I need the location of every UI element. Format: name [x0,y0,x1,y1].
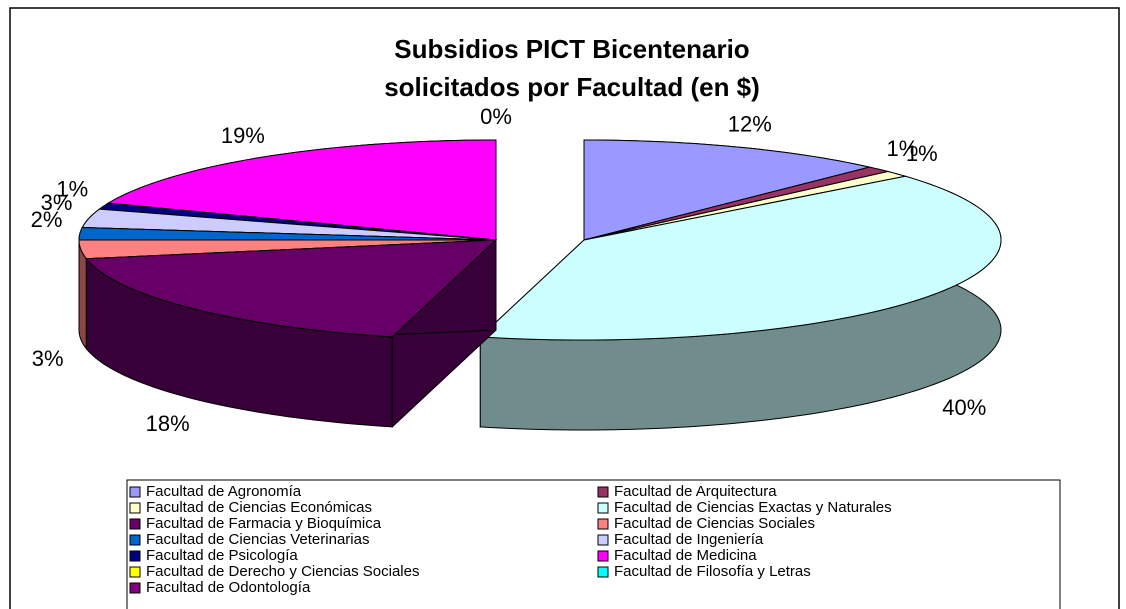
slice-top [106,139,497,241]
data-label: 19% [221,123,265,148]
legend-swatch [129,534,141,546]
legend-label: Facultad de Medicina [614,547,757,564]
legend-swatch [597,502,609,514]
slice-top [85,239,498,338]
legend-label: Facultad de Farmacia y Bioquímica [146,515,382,532]
data-label: 3% [32,346,64,371]
legend-swatch [129,566,141,578]
chart-title: solicitados por Facultad (en $) [384,72,760,102]
legend-swatch [129,486,141,498]
data-label: 2% [31,207,63,232]
legend-swatch [129,582,141,594]
slice-top [479,175,1002,341]
legend-label: Facultad de Ciencias Económicas [146,499,372,516]
legend-swatch [597,518,609,530]
slice [85,238,498,429]
legend-swatch [129,502,141,514]
legend: Facultad de Agronomía Facultad de Arquite… [129,483,892,596]
legend-swatch [597,486,609,498]
legend-label: Facultad de Ciencias Exactas y Naturales [614,499,892,516]
legend-swatch [597,550,609,562]
legend-label: Facultad de Ingeniería [614,531,764,548]
data-label: 1% [887,136,919,161]
data-label: 40% [942,395,986,420]
legend-label: Facultad de Filosofía y Letras [614,563,811,580]
slice-top [81,208,497,241]
legend-swatch [597,566,609,578]
legend-label: Facultad de Ciencias Sociales [614,515,815,532]
legend-swatch [597,534,609,546]
data-label: 3% [41,190,73,215]
legend-label: Facultad de Ciencias Veterinarias [146,531,369,548]
legend-swatch [129,518,141,530]
slice-top [583,139,870,241]
legend-label: Facultad de Psicología [146,547,298,564]
data-label: 0% [480,104,512,129]
slice-top [78,226,497,241]
legend-label: Facultad de Agronomía [146,483,302,500]
data-label: 1% [56,177,88,202]
data-label: 1% [906,141,938,166]
data-label: 12% [728,112,772,137]
legend-box [126,479,1061,609]
pie [78,139,1002,431]
data-label: 18% [146,411,190,436]
legend-label: Facultad de Arquitectura [614,483,777,500]
legend-label: Facultad de Derecho y Ciencias Sociales [146,563,419,580]
legend-label: Facultad de Odontología [146,579,311,596]
slice [479,175,1002,431]
legend-swatch [129,550,141,562]
chart-title: Subsidios PICT Bicentenario [394,34,749,64]
